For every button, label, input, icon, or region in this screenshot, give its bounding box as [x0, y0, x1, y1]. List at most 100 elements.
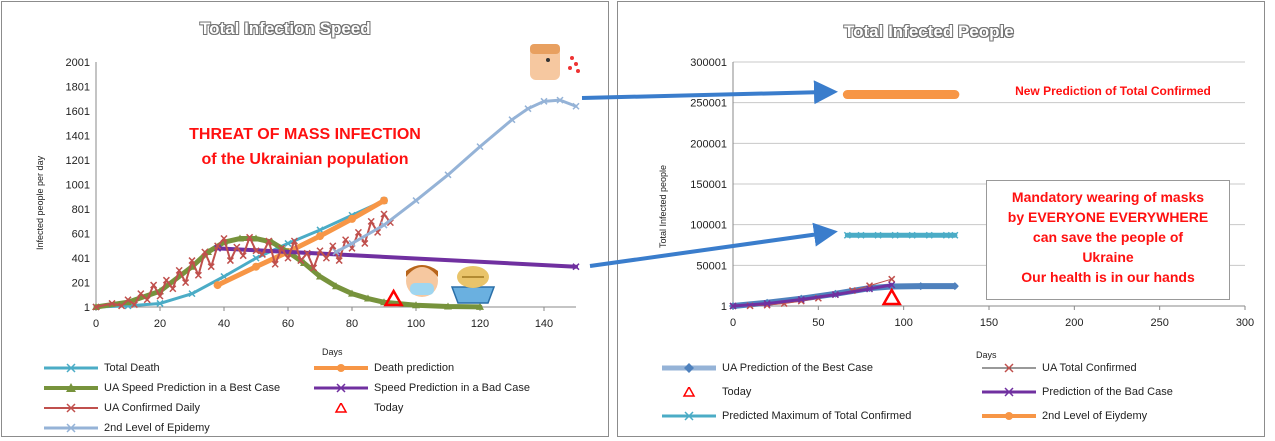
data-point-2nd-level-of-eiydemy — [942, 90, 951, 99]
data-point-2nd-level-of-epidemy — [332, 248, 340, 256]
data-point-ua-speed-prediction-in-a-best-case — [124, 298, 132, 306]
data-point-ua-confirmed-daily — [233, 243, 241, 251]
data-point-predicted-maximum-of-total-confirmed — [908, 231, 916, 239]
data-point-2nd-level-of-eiydemy — [908, 90, 917, 99]
data-point-ua-confirmed-daily — [329, 242, 337, 250]
x-tick-label: 20 — [154, 318, 166, 330]
data-point-2nd-level-of-eiydemy — [925, 90, 934, 99]
new-prediction-annotation: New Prediction of Total Confirmed — [1015, 84, 1211, 98]
y-tick-label: 150001 — [690, 179, 727, 191]
x-tick-label: 200 — [1065, 317, 1083, 329]
data-point-2nd-level-of-epidemy — [348, 239, 356, 247]
data-point-ua-confirmed-daily — [290, 237, 298, 245]
legend-swatch — [334, 403, 348, 413]
data-point-ua-confirmed-daily — [108, 299, 116, 307]
data-point-ua-confirmed-daily — [169, 285, 177, 293]
data-point-predicted-maximum-of-total-confirmed — [925, 231, 933, 239]
data-point-ua-prediction-of-the-best-case — [916, 282, 925, 291]
legend-item-bad-case: Speed Prediction in a Bad Case — [312, 382, 530, 394]
data-point-ua-confirmed-daily — [284, 254, 292, 262]
threat-annotation-line2: of the Ukrainian population — [201, 151, 409, 168]
data-point-ua-confirmed-daily — [380, 210, 388, 218]
y-tick-label: 100001 — [690, 220, 727, 232]
data-point-death-prediction — [316, 232, 324, 241]
x-tick-label: 100 — [407, 318, 425, 330]
legend-item-today: Today — [312, 402, 403, 414]
data-point-2nd-level-of-epidemy — [508, 116, 516, 124]
data-point-ua-confirmed-daily — [367, 217, 375, 225]
data-point-ua-speed-prediction-in-a-best-case — [364, 294, 372, 302]
y-tick-label: 300001 — [690, 57, 727, 69]
data-point-ua-prediction-of-the-best-case — [887, 282, 896, 291]
chart-panel-infection-speed: Total Infection Speed Infected people pe… — [1, 1, 609, 437]
threat-annotation: THREAT OF MASS INFECTION of the Ukrainia… — [170, 122, 440, 172]
legend-swatch — [44, 403, 98, 413]
y-tick-label: 201 — [72, 278, 90, 290]
masks-annotation-box: Mandatory wearing of masks by EVERYONE E… — [986, 180, 1230, 300]
data-point-ua-confirmed-daily — [124, 296, 132, 304]
legend-item-confirmed-daily: UA Confirmed Daily — [42, 402, 200, 414]
y-tick-label: 1801 — [66, 82, 90, 94]
legend-item-bad-case: Prediction of the Bad Case — [980, 386, 1173, 398]
legend-swatch — [44, 383, 98, 392]
masks-line4: Ukraine — [1082, 249, 1134, 265]
data-point-prediction-of-the-bad-case — [763, 300, 771, 308]
y-tick-label: 1 — [84, 302, 90, 314]
legend-swatch — [682, 387, 696, 397]
y-tick-label: 250001 — [690, 98, 727, 110]
data-point-ua-confirmed-daily — [188, 257, 196, 265]
x-tick-label: 80 — [346, 318, 358, 330]
data-point-2nd-level-of-epidemy — [524, 105, 532, 113]
data-point-ua-confirmed-daily — [361, 239, 369, 247]
data-point-prediction-of-the-bad-case — [866, 285, 874, 293]
data-point-prediction-of-the-bad-case — [729, 302, 737, 310]
data-point-2nd-level-of-epidemy — [444, 171, 452, 179]
data-point-ua-confirmed-daily — [118, 302, 126, 310]
legend-label: Today — [722, 386, 752, 398]
legend-label: Prediction of the Bad Case — [1042, 386, 1173, 398]
data-point-prediction-of-the-bad-case — [888, 281, 896, 289]
x-tick-label: 120 — [471, 318, 489, 330]
legend-swatch — [662, 411, 716, 421]
series-line-total-death — [94, 199, 386, 309]
data-point-ua-confirmed-daily — [201, 248, 209, 256]
y-tick-label: 1401 — [66, 131, 90, 143]
x-tick-label: 250 — [1150, 317, 1168, 329]
data-point-ua-speed-prediction-in-a-best-case — [476, 302, 484, 310]
data-point-ua-confirmed-daily — [246, 233, 254, 241]
data-point-ua-confirmed-daily — [310, 264, 318, 272]
data-point-ua-confirmed-daily — [252, 247, 260, 255]
y-tick-label: 1001 — [66, 180, 90, 192]
data-point-ua-confirmed-daily — [258, 250, 266, 258]
data-point-2nd-level-of-eiydemy — [874, 90, 883, 99]
data-point-ua-speed-prediction-in-a-best-case — [332, 282, 340, 290]
data-point-total-death — [284, 239, 292, 247]
legend-label: UA Total Confirmed — [1042, 362, 1137, 374]
x-tick-label: 40 — [218, 318, 230, 330]
data-point-2nd-level-of-epidemy — [476, 143, 484, 151]
data-point-ua-confirmed-daily — [130, 301, 138, 309]
data-point-2nd-level-of-epidemy — [556, 96, 564, 104]
data-point-predicted-maximum-of-total-confirmed — [951, 231, 959, 239]
data-point-today — [383, 288, 404, 307]
data-point-death-prediction — [213, 281, 222, 290]
legend-label: Total Death — [104, 362, 160, 374]
legend-swatch — [314, 364, 368, 372]
data-point-ua-confirmed-daily — [220, 234, 228, 243]
data-point-ua-confirmed-daily — [150, 281, 158, 289]
legend-item-2nd-level: 2nd Level of Epidemy — [42, 422, 210, 434]
data-point-ua-confirmed-daily — [335, 257, 343, 265]
data-point-ua-total-confirmed — [888, 275, 896, 283]
x-tick-label: 0 — [93, 318, 99, 330]
legend-label: Today — [374, 402, 404, 414]
legend-swatch — [662, 363, 716, 373]
legend-item-today: Today — [660, 386, 751, 398]
y-tick-label: 601 — [72, 229, 90, 241]
legend-item-total-confirmed: UA Total Confirmed — [980, 362, 1137, 374]
data-point-speed-prediction-in-a-bad-case — [572, 263, 580, 271]
data-point-2nd-level-of-eiydemy — [891, 90, 900, 99]
data-point-2nd-level-of-epidemy — [412, 197, 420, 205]
series-line-prediction-of-the-bad-case — [731, 283, 894, 308]
data-point-prediction-of-the-bad-case — [831, 291, 839, 299]
data-point-ua-speed-prediction-in-a-best-case — [252, 234, 260, 242]
